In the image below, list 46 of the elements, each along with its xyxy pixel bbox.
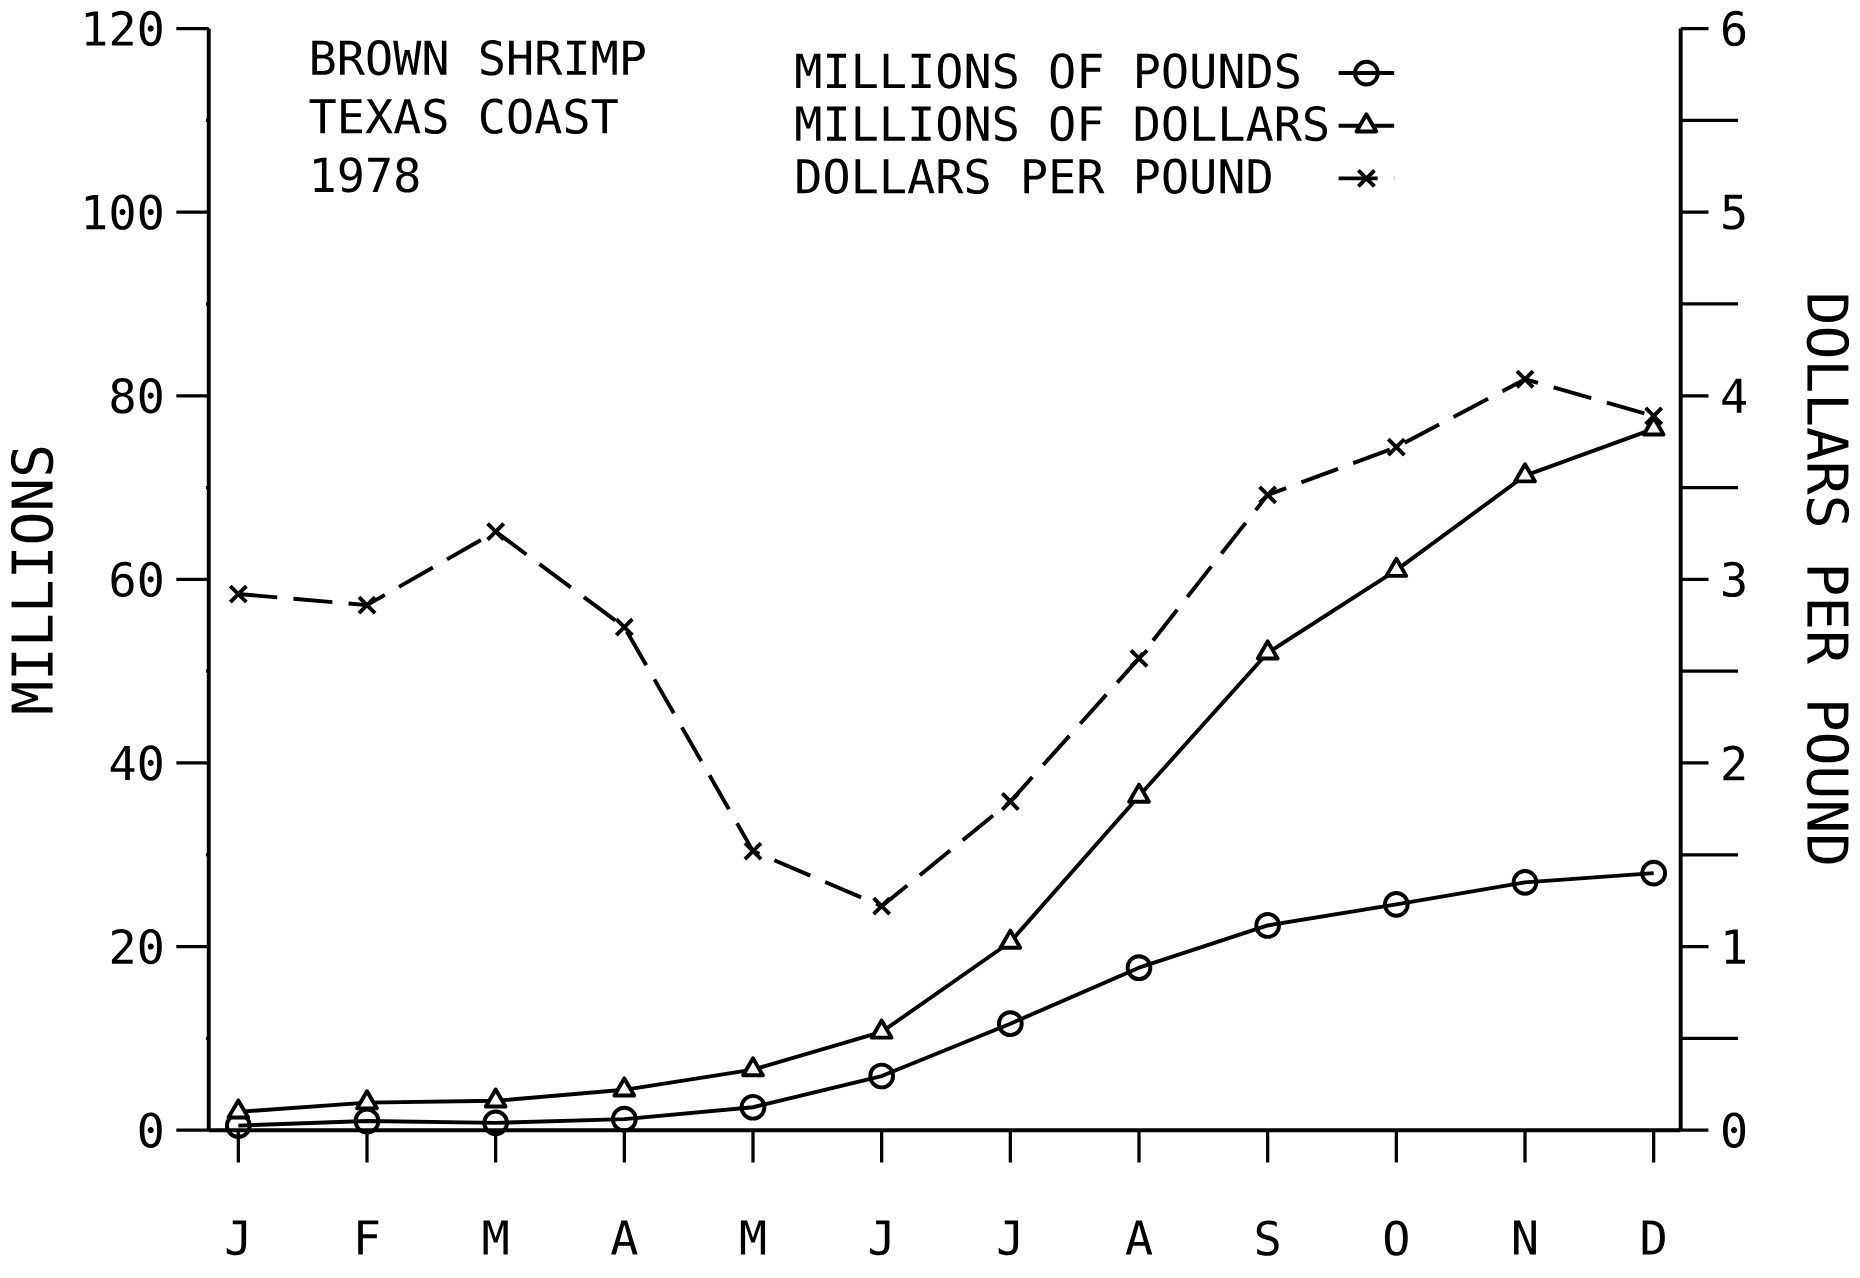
y-tick-label: 120 xyxy=(85,10,162,47)
y2-tick-label: 1 xyxy=(1725,929,1745,964)
x-tick-label: J xyxy=(998,1220,1019,1256)
y-tick-label: 40 xyxy=(110,745,162,781)
point xyxy=(1386,437,1407,458)
legend-label: MILLIONS OF POUNDS xyxy=(796,53,1299,89)
x-tick-label: A xyxy=(1125,1220,1153,1255)
x-tick-label: J xyxy=(226,1220,247,1256)
x-tick-label: F xyxy=(358,1220,379,1255)
y2-tick-label: 4 xyxy=(1722,378,1746,413)
point xyxy=(871,896,892,917)
y-tick-label: 60 xyxy=(111,561,162,597)
point xyxy=(743,840,764,861)
point xyxy=(485,521,506,542)
legend-label: MILLIONS OF DOLLARS xyxy=(796,105,1328,142)
x-tick-label: S xyxy=(1256,1220,1279,1256)
point xyxy=(614,616,635,637)
y-tick-label: 80 xyxy=(111,377,162,414)
chart-title: BROWN SHRIMP xyxy=(312,39,645,76)
y2-axis-title: DOLLARS PER POUND xyxy=(1806,295,1850,864)
point xyxy=(1000,791,1021,812)
y2-tick-label: 6 xyxy=(1723,10,1746,47)
point xyxy=(228,583,249,604)
x-tick-label: O xyxy=(1384,1220,1408,1256)
x-tick-label: A xyxy=(611,1220,638,1255)
x-tick-label: J xyxy=(870,1220,890,1256)
point xyxy=(1129,648,1150,669)
y-axis-title: MILLIONS xyxy=(10,447,54,713)
point xyxy=(1515,369,1536,390)
point xyxy=(1643,405,1664,426)
y2-tick-label: 5 xyxy=(1723,194,1745,230)
x-tick-label: N xyxy=(1514,1220,1536,1255)
y-tick-label: 100 xyxy=(85,194,162,230)
x-tick-label: M xyxy=(483,1220,508,1255)
x-tick-label: M xyxy=(740,1220,766,1255)
point xyxy=(1257,484,1278,505)
y-tick-label: 20 xyxy=(111,928,162,965)
text: TEXAS COAST xyxy=(309,98,618,134)
legend-label: DOLLARS PER POUND xyxy=(797,158,1271,194)
y2-tick-label: 3 xyxy=(1723,561,1745,597)
annotation: 1978 xyxy=(314,157,419,193)
y-tick-label: 0 xyxy=(139,1112,162,1148)
y2-tick-label: 2 xyxy=(1723,745,1745,781)
x-tick-label: D xyxy=(1642,1220,1665,1255)
point xyxy=(357,594,377,615)
y2-tick-label: 0 xyxy=(1723,1112,1746,1148)
